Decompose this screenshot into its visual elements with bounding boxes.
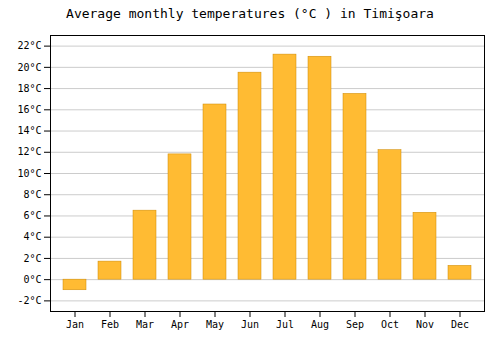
svg-text:Mar: Mar — [136, 319, 154, 330]
html-text:Average monthly temperatures (: Average monthly temperatures (°C ) in Ti… — [66, 6, 434, 21]
svg-text:8°C: 8°C — [23, 189, 41, 200]
svg-text:Oct: Oct — [381, 319, 399, 330]
svg-text:Jun: Jun — [241, 319, 259, 330]
svg-text:Jan: Jan — [66, 319, 84, 330]
svg-text:Feb: Feb — [101, 319, 119, 330]
svg-text:18°C: 18°C — [17, 83, 41, 94]
svg-text:22°C: 22°C — [17, 40, 41, 51]
svg-text:-2°C: -2°C — [17, 295, 41, 306]
svg-text:0°C: 0°C — [23, 274, 41, 285]
svg-text:20°C: 20°C — [17, 62, 41, 73]
svg-text:4°C: 4°C — [23, 231, 41, 242]
svg-text:2°C: 2°C — [23, 253, 41, 264]
svg-text:May: May — [206, 319, 224, 330]
svg-text:Sep: Sep — [346, 319, 364, 330]
svg-text:10°C: 10°C — [17, 168, 41, 179]
svg-text:Apr: Apr — [171, 319, 189, 330]
svg-text:Nov: Nov — [416, 319, 434, 330]
svg-text:6°C: 6°C — [23, 210, 41, 221]
svg-text:Aug: Aug — [311, 319, 329, 330]
svg-text:Dec: Dec — [451, 319, 469, 330]
svg-text:14°C: 14°C — [17, 125, 41, 136]
svg-text:16°C: 16°C — [17, 104, 41, 115]
svg-text:12°C: 12°C — [17, 146, 41, 157]
svg-text:Jul: Jul — [276, 319, 294, 330]
